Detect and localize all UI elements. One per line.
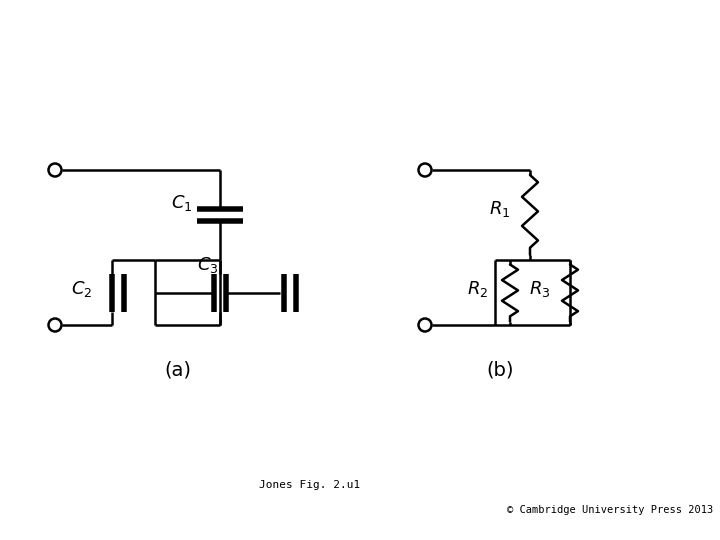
Text: $R_2$: $R_2$ bbox=[467, 279, 489, 299]
Text: $C_3$: $C_3$ bbox=[197, 255, 219, 275]
Text: $C_2$: $C_2$ bbox=[71, 279, 93, 299]
Text: © Cambridge University Press 2013: © Cambridge University Press 2013 bbox=[507, 505, 713, 515]
Text: $R_1$: $R_1$ bbox=[490, 199, 510, 219]
Text: Jones Fig. 2.u1: Jones Fig. 2.u1 bbox=[259, 480, 361, 490]
Text: (a): (a) bbox=[164, 361, 192, 380]
Text: (b): (b) bbox=[486, 361, 514, 380]
Text: $R_3$: $R_3$ bbox=[529, 279, 551, 299]
Text: $C_1$: $C_1$ bbox=[171, 193, 193, 213]
